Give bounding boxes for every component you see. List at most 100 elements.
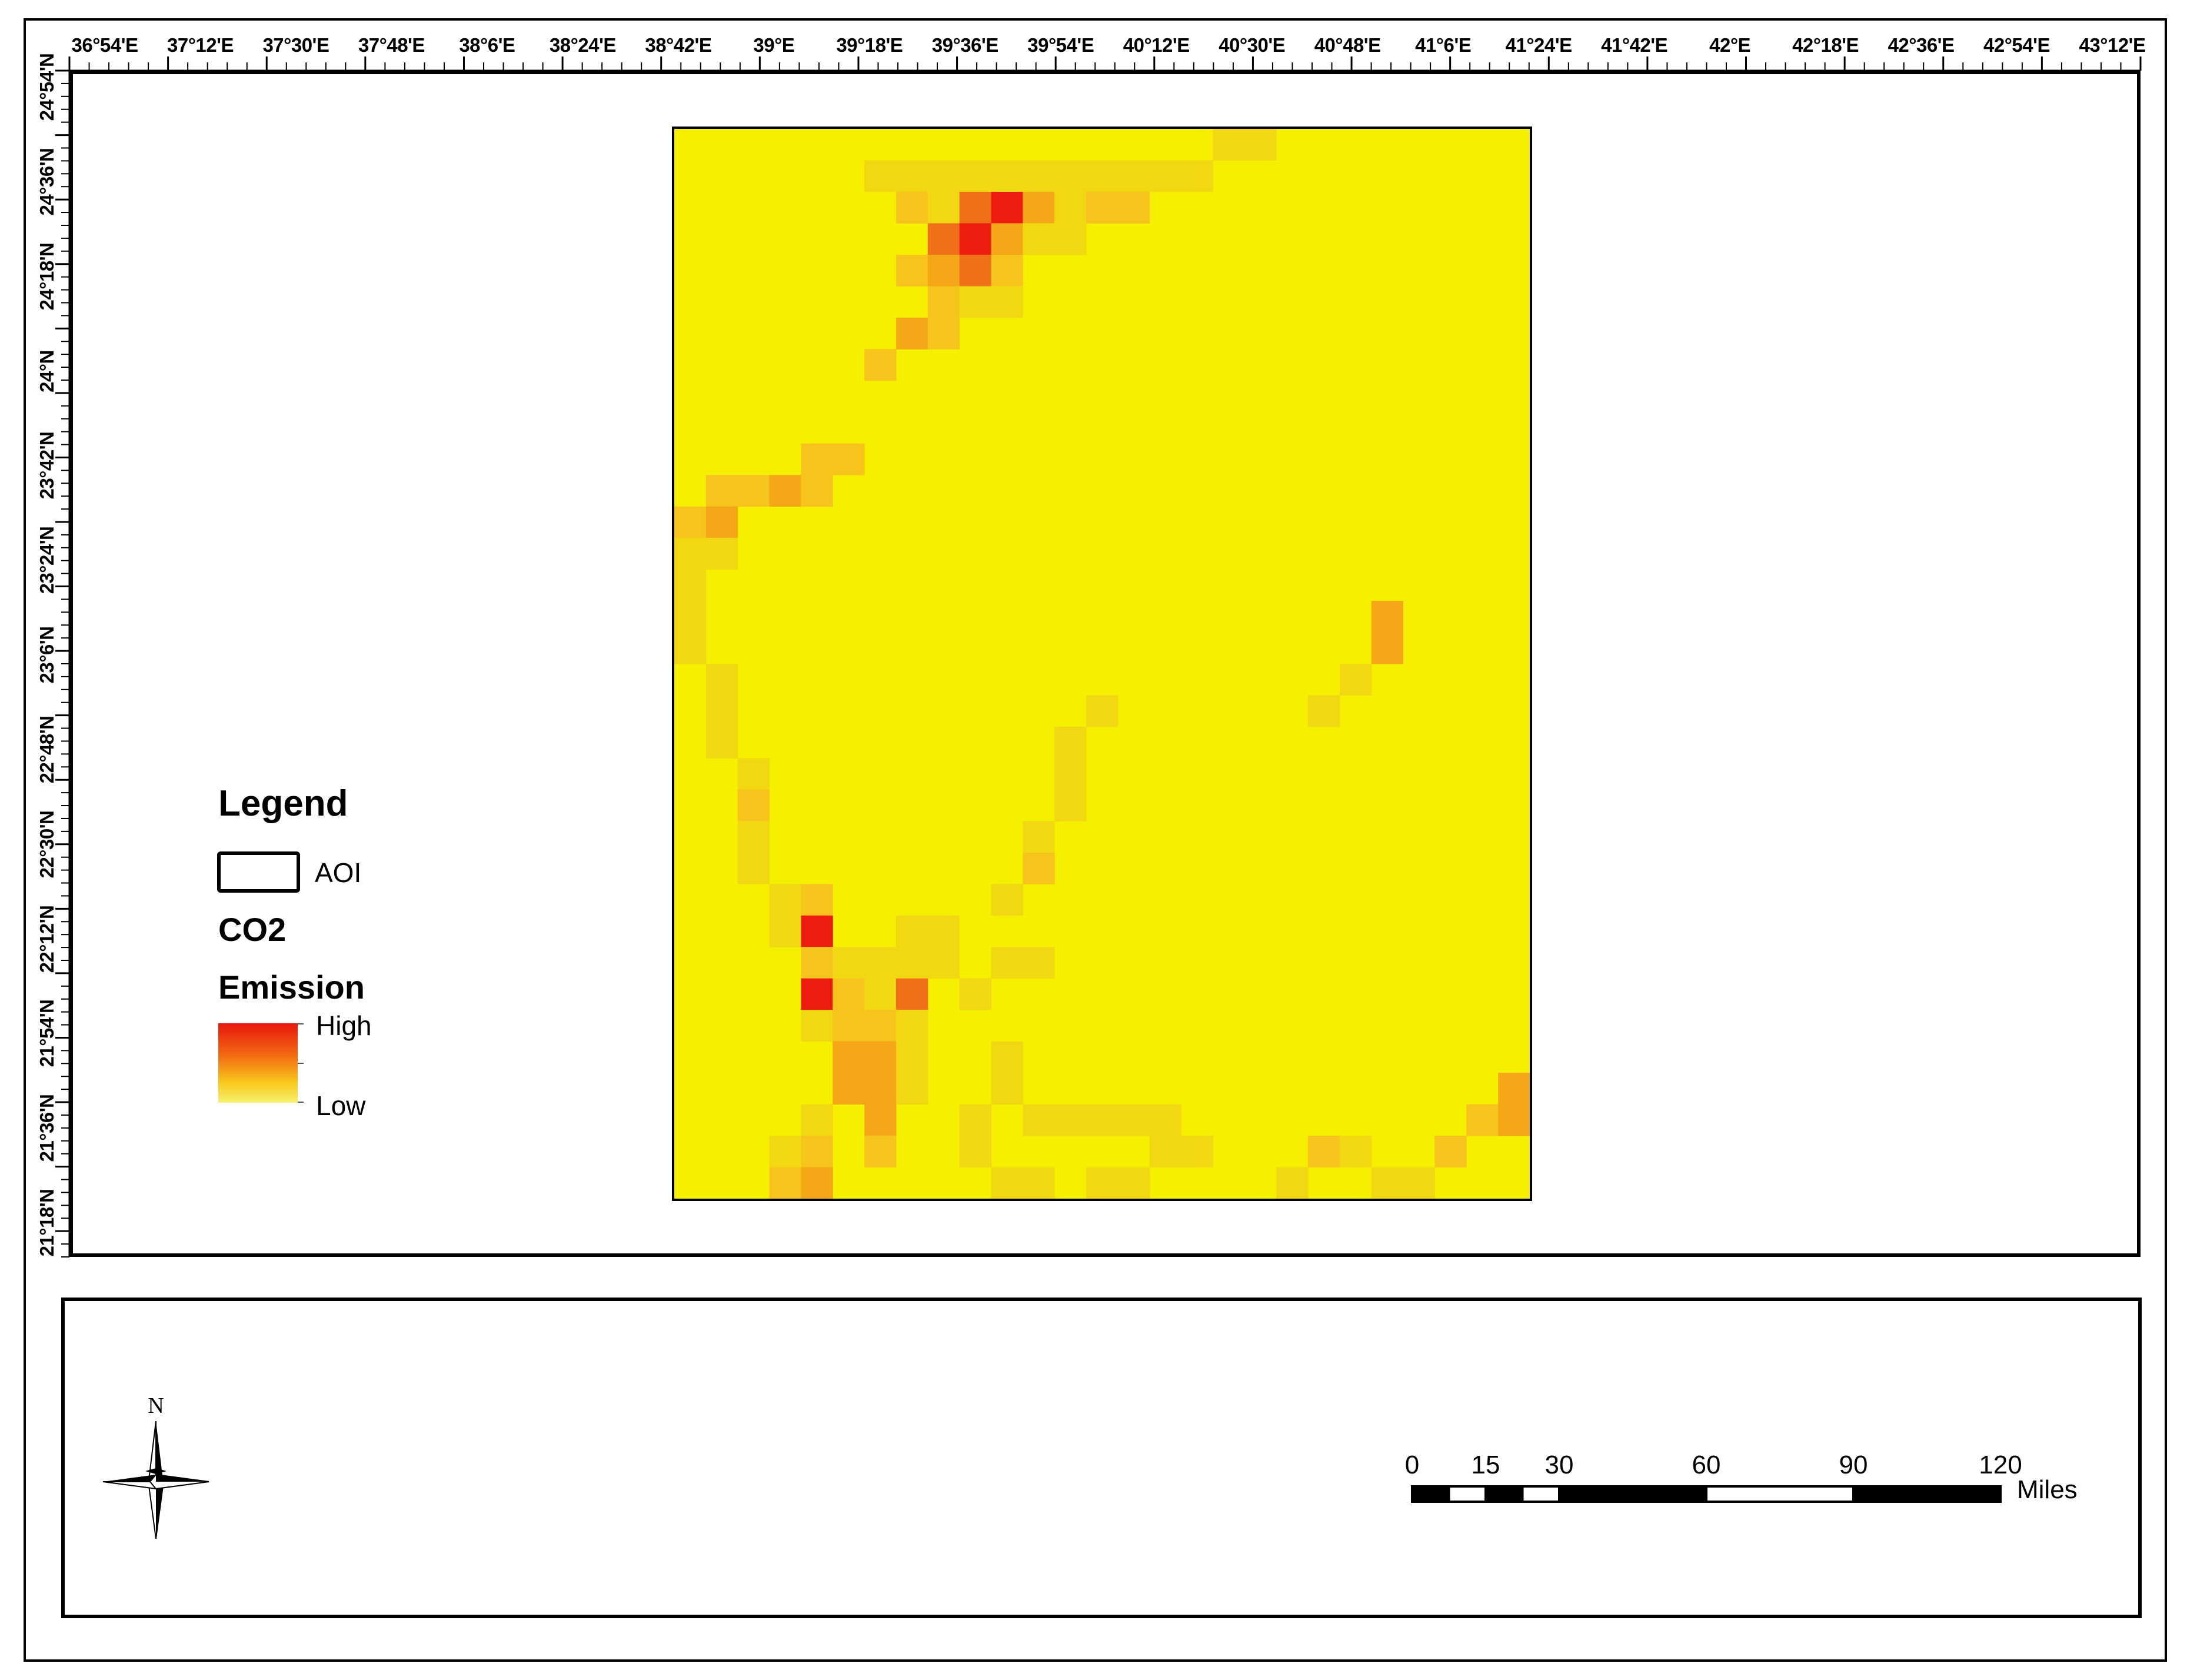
raster-cell — [1339, 1136, 1372, 1168]
color-ramp — [218, 1023, 298, 1103]
raster-cell — [1117, 191, 1150, 224]
co2-emission-raster — [672, 127, 1532, 1201]
aoi-legend-symbol — [217, 851, 300, 893]
raster-cell — [927, 160, 960, 192]
raster-cell — [1054, 223, 1087, 255]
longitude-label: 42°36'E — [1888, 34, 1955, 56]
raster-cell — [1498, 1104, 1530, 1136]
raster-cell — [674, 632, 707, 664]
raster-cell — [801, 443, 833, 475]
raster-cell — [705, 538, 738, 570]
longitude-label: 38°24'E — [549, 34, 616, 56]
raster-cell — [1086, 695, 1119, 727]
raster-cell — [1181, 1136, 1213, 1168]
raster-cell — [1434, 1136, 1467, 1168]
longitude-label: 42°18'E — [1792, 34, 1859, 56]
raster-cell — [896, 978, 928, 1010]
longitude-label: 42°E — [1709, 34, 1751, 56]
scale-segment — [1447, 1485, 1487, 1503]
scale-tick-label: 0 — [1404, 1451, 1420, 1479]
raster-cell — [959, 160, 992, 192]
bottom-panel — [61, 1298, 2142, 1618]
raster-cell — [833, 1041, 865, 1073]
raster-cell — [705, 506, 738, 538]
raster-cell — [1054, 758, 1087, 790]
raster-cell — [833, 1073, 865, 1105]
ramp-low-label: Low — [316, 1090, 366, 1121]
raster-cell — [1023, 160, 1055, 192]
longitude-label: 36°54'E — [71, 34, 138, 56]
raster-cell — [896, 1010, 928, 1042]
raster-cell — [1023, 947, 1055, 979]
scale-tick-label: 15 — [1471, 1451, 1500, 1479]
raster-cell — [991, 1167, 1023, 1199]
emission-legend-heading: Emission — [218, 969, 365, 1006]
raster-cell — [864, 947, 897, 979]
scale-segment — [1705, 1485, 1855, 1503]
longitude-label: 37°30'E — [262, 34, 329, 56]
scale-tick-label: 120 — [1979, 1451, 2022, 1479]
raster-cell — [1117, 1167, 1150, 1199]
scale-tick-label: 30 — [1544, 1451, 1574, 1479]
raster-cell — [769, 915, 801, 947]
longitude-label: 41°24'E — [1505, 34, 1572, 56]
raster-cell — [1023, 223, 1055, 255]
longitude-label: 40°30'E — [1219, 34, 1286, 56]
raster-cell — [1213, 129, 1245, 161]
longitude-label: 37°12'E — [167, 34, 234, 56]
longitude-label: 38°6'E — [459, 34, 515, 56]
scale-segment — [1411, 1485, 1450, 1503]
longitude-label: 41°42'E — [1601, 34, 1668, 56]
raster-cell — [674, 601, 707, 633]
ramp-high-label: High — [316, 1010, 372, 1041]
raster-cell — [1023, 191, 1055, 224]
raster-cell — [1086, 160, 1119, 192]
raster-cell — [991, 223, 1023, 255]
raster-cell — [991, 884, 1023, 916]
raster-cell — [801, 1136, 833, 1168]
raster-cell — [1117, 160, 1150, 192]
raster-cell — [1339, 664, 1372, 696]
raster-cell — [991, 254, 1023, 287]
raster-cell — [1498, 1073, 1530, 1105]
raster-cell — [737, 852, 770, 884]
raster-cell — [927, 286, 960, 318]
raster-cell — [1054, 1104, 1087, 1136]
longitude-label: 40°12'E — [1123, 34, 1190, 56]
raster-cell — [674, 569, 707, 601]
raster-cell — [991, 286, 1023, 318]
raster-cell — [737, 789, 770, 821]
raster-cell — [674, 538, 707, 570]
ramp-tick-mid — [298, 1063, 304, 1064]
raster-cell — [959, 1136, 992, 1168]
raster-cell — [896, 1073, 928, 1105]
raster-cell — [1276, 1167, 1309, 1199]
raster-cell — [1086, 191, 1119, 224]
raster-cell — [737, 758, 770, 790]
longitude-label: 39°E — [753, 34, 795, 56]
raster-cell — [705, 475, 738, 507]
raster-cell — [1086, 1104, 1119, 1136]
co2-legend-heading: CO2 — [218, 911, 287, 948]
raster-cell — [959, 978, 992, 1010]
raster-cell — [864, 1041, 897, 1073]
raster-cell — [769, 1167, 801, 1199]
raster-cell — [927, 915, 960, 947]
raster-cell — [1023, 852, 1055, 884]
ramp-tick-low — [298, 1102, 304, 1103]
raster-cell — [896, 1041, 928, 1073]
aoi-legend-label: AOI — [315, 857, 362, 888]
raster-cell — [1371, 632, 1404, 664]
raster-cell — [705, 726, 738, 759]
raster-cell — [991, 947, 1023, 979]
scale-bar: 0 15 30 60 90 120 Miles — [1400, 1451, 2095, 1515]
raster-cell — [1054, 160, 1087, 192]
raster-cell — [896, 915, 928, 947]
raster-cell — [864, 978, 897, 1010]
raster-cell — [864, 349, 897, 381]
raster-cell — [1054, 191, 1087, 224]
raster-cell — [864, 1104, 897, 1136]
scale-segment — [1521, 1485, 1560, 1503]
